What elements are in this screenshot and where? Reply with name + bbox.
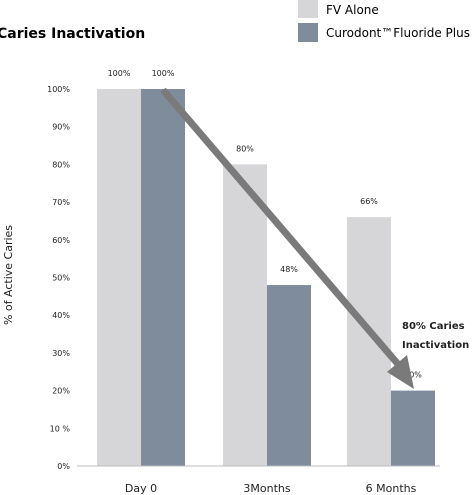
bar-fv-alone-1	[223, 164, 267, 466]
data-label: 100%	[108, 69, 131, 78]
x-tick-label: Day 0	[125, 482, 157, 495]
bar-curodont-0	[141, 89, 185, 466]
y-tick-label: 70%	[52, 198, 70, 207]
data-label: 80%	[236, 144, 254, 153]
trend-arrow-line	[160, 87, 406, 373]
legend-swatch-fv-alone	[298, 0, 318, 18]
bar-fv-alone-2	[347, 217, 391, 466]
legend: FV Alone Curodont™Fluoride Plus	[298, 0, 470, 42]
trend-arrow-head	[387, 355, 414, 389]
data-label: 20%	[404, 371, 422, 380]
data-label: 100%	[152, 69, 175, 78]
trend-arrow	[160, 87, 414, 389]
y-tick-label: 60%	[52, 236, 70, 245]
y-axis-label: % of Active Caries	[2, 225, 15, 325]
y-tick-label: 30%	[52, 349, 70, 358]
data-labels: 100% 80% 66% 100% 48% 20%	[108, 69, 423, 380]
annotation-line-1: 80% Caries	[402, 321, 465, 332]
legend-label-fv-alone: FV Alone	[326, 3, 379, 17]
bars	[97, 89, 435, 466]
y-tick-label: 20%	[52, 387, 70, 396]
y-tick-labels: 0% 10 % 20% 30% 40% 50% 60% 70% 80% 90% 100%	[47, 85, 70, 471]
y-tick-label: 90%	[52, 123, 70, 132]
annotation-line-2: Inactivation	[402, 340, 469, 351]
y-tick-label: 100%	[47, 85, 70, 94]
y-tick-label: 40%	[52, 311, 70, 320]
data-label: 66%	[360, 197, 378, 206]
chart-title: Caries Inactivation	[0, 26, 145, 42]
y-tick-label: 50%	[52, 274, 70, 283]
legend-label-curodont: Curodont™Fluoride Plus	[326, 26, 470, 40]
y-tick-label: 0%	[57, 462, 70, 471]
x-tick-labels: Day 0 3Months 6 Months	[125, 482, 417, 495]
legend-swatch-curodont	[298, 23, 318, 42]
x-tick-label: 6 Months	[366, 482, 417, 495]
bar-fv-alone-0	[97, 89, 141, 466]
bar-curodont-2	[391, 390, 435, 466]
bar-curodont-1	[267, 285, 311, 466]
x-tick-label: 3Months	[243, 482, 290, 495]
y-tick-label: 80%	[52, 160, 70, 169]
y-tick-label: 10 %	[50, 424, 71, 433]
data-label: 48%	[280, 265, 298, 274]
